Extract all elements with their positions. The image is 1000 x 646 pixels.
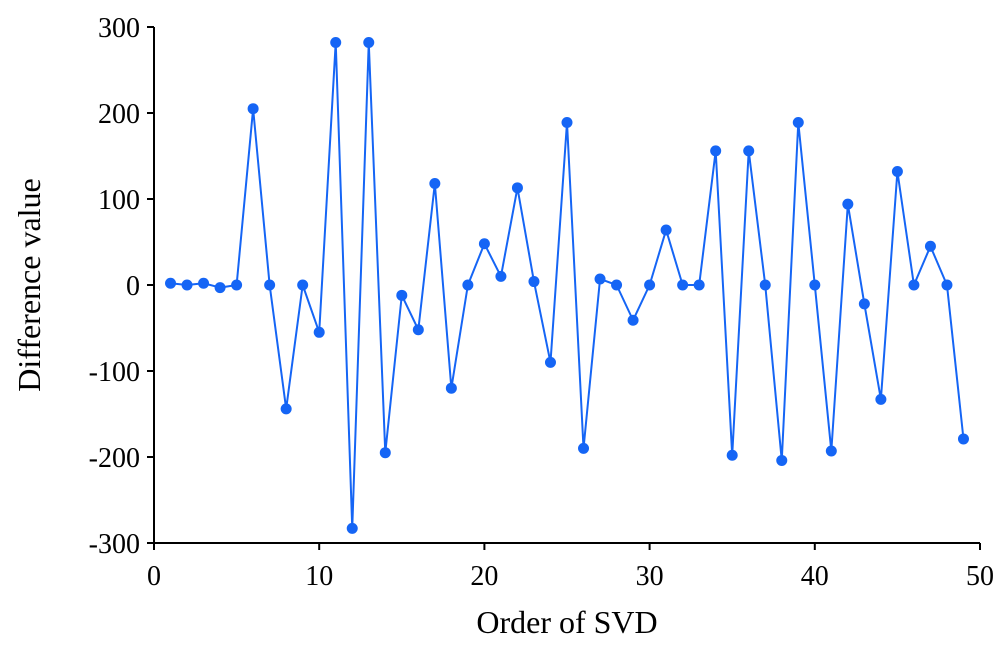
data-point [165,277,177,289]
data-point [544,356,556,368]
data-point [611,279,623,291]
data-point [363,36,375,48]
series-layer [165,36,969,534]
data-point [627,314,639,326]
x-axis-label: Order of SVD [476,604,657,640]
data-point [495,270,507,282]
data-point [809,279,821,291]
y-tick-label: -300 [89,529,140,560]
x-ticks: 0 10 20 30 40 50 [147,543,994,592]
data-point [429,178,441,190]
data-point [693,279,705,291]
data-point [231,279,243,291]
data-point [578,442,590,454]
data-point [891,165,903,177]
x-tick-label: 0 [147,561,161,592]
data-point [445,382,457,394]
data-point [644,279,656,291]
axes [153,27,980,544]
data-point [561,116,573,128]
x-tick-label: 40 [801,561,829,592]
data-point [594,273,606,285]
data-point [297,279,309,291]
y-axis-label: Difference value [11,178,47,392]
data-point [511,182,523,194]
data-point [743,145,755,157]
y-tick-label: 0 [126,271,140,302]
data-point [726,449,738,461]
data-point [941,279,953,291]
data-point [842,198,854,210]
data-point [710,145,722,157]
data-point [478,238,490,250]
data-point [198,277,210,289]
data-point [247,103,259,115]
data-point [776,454,788,466]
y-tick-label: -200 [89,443,140,474]
x-tick-label: 20 [470,561,498,592]
y-tick-label: -100 [89,357,140,388]
data-point [825,445,837,457]
y-tick-label: 300 [98,13,140,44]
y-tick-label: 100 [98,185,140,216]
x-tick-label: 30 [636,561,664,592]
y-tick-label: 200 [98,99,140,130]
data-point [660,224,672,236]
data-point [214,282,226,294]
data-point [957,433,969,445]
data-point [264,279,276,291]
data-point [412,324,424,336]
data-point [908,279,920,291]
data-point [346,522,358,534]
series-line [170,41,965,530]
data-point [875,393,887,405]
data-point [528,276,540,288]
data-point [396,289,408,301]
x-tick-label: 50 [966,561,994,592]
data-point [858,298,870,310]
data-point [462,279,474,291]
data-point [280,403,292,415]
x-tick-label: 10 [305,561,333,592]
data-point [313,326,325,338]
data-point [792,116,804,128]
data-point [759,279,771,291]
data-point [330,36,342,48]
y-ticks: -300 -200 -100 0 100 200 300 [89,13,154,560]
data-point [181,279,193,291]
data-point [677,279,689,291]
data-point [379,447,391,459]
data-point [924,240,936,252]
